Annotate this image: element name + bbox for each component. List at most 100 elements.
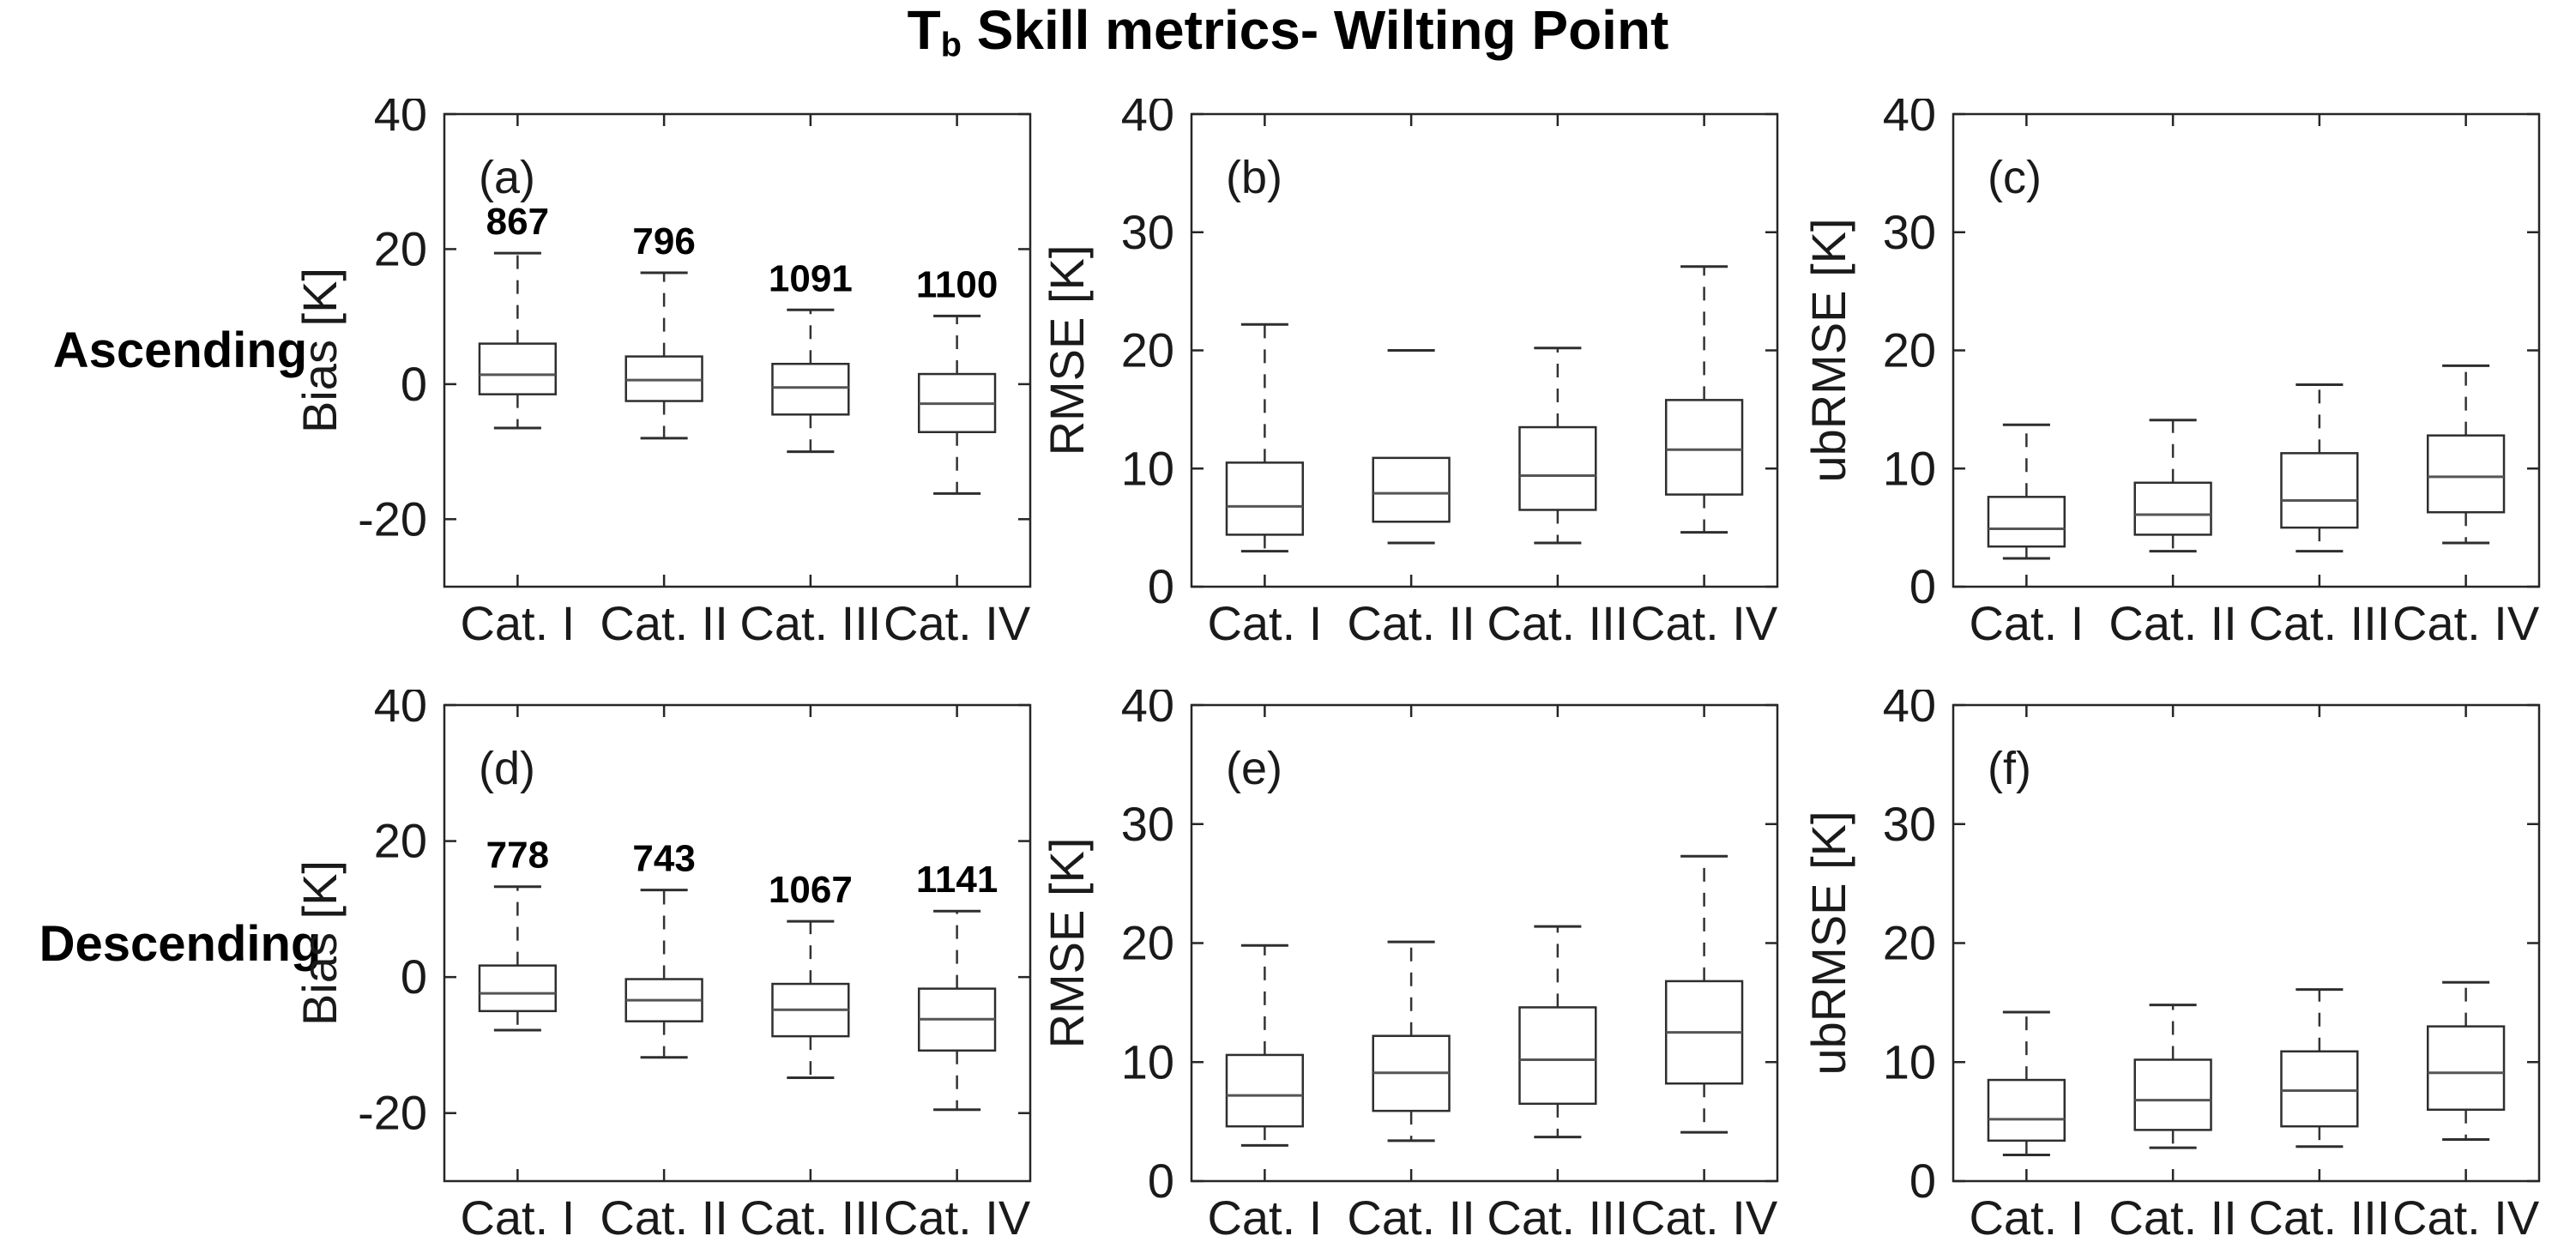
x-tick-label: Cat. III [1487, 596, 1628, 650]
panel-c: 0 10 20 30 40 Cat. I Cat. II Cat. III Cat. IV ubR… [1795, 87, 2555, 677]
y-tick-label: 30 [1121, 797, 1174, 851]
panel-a: -20 0 20 40 Cat. I Cat. II Cat. III Cat. IV Bias… [286, 87, 1046, 677]
iqr-box [1518, 1006, 1597, 1106]
panel-letter: (c) [1988, 152, 2042, 203]
x-tick-label: Cat. II [1347, 1191, 1475, 1242]
sample-count-label: 1100 [916, 263, 998, 305]
y-tick-label: -20 [358, 491, 427, 546]
y-tick-label: 40 [374, 99, 427, 141]
y-tick-label: 30 [1883, 797, 1936, 851]
x-tick-label: Cat. I [460, 1191, 575, 1242]
y-tick-label: 40 [374, 690, 427, 732]
boxplot-cat-ii [2133, 1004, 2212, 1149]
y-axis-label: Bias [K] [293, 860, 347, 1026]
boxplot-svg-f: 0 10 20 30 40 Cat. I Cat. II Cat. III Cat. IV ubR… [1801, 678, 2541, 1242]
panel-letter: (f) [1988, 743, 2031, 794]
x-tick-label: Cat. I [460, 596, 575, 650]
sample-count-label: 1067 [769, 869, 853, 911]
y-tick-label: 0 [401, 357, 427, 411]
iqr-box [1987, 496, 2066, 548]
y-tick-label: 0 [1909, 1154, 1936, 1208]
boxplot-cat-iv: 1100 [916, 263, 998, 495]
iqr-box [2426, 1025, 2506, 1111]
boxplot-cat-ii [1372, 349, 1451, 545]
sample-count-label: 867 [486, 201, 549, 243]
y-tick-label: 40 [1121, 99, 1174, 141]
sample-count-label: 796 [632, 220, 695, 262]
boxplot-cat-iv [1664, 854, 1744, 1134]
y-axis-label: ubRMSE [K] [1801, 811, 1855, 1075]
boxplot-cat-ii: 796 [624, 220, 703, 440]
boxplot-cat-i [1225, 323, 1305, 553]
boxplot-cat-iii [1518, 347, 1597, 545]
row-label-descending: Descending [39, 916, 322, 972]
sample-count-label: 1141 [916, 859, 998, 901]
y-tick-label: 10 [1883, 1034, 1936, 1088]
x-tick-label: Cat. I [1207, 1191, 1322, 1242]
iqr-box [1225, 461, 1305, 536]
boxplot-svg-b: 0 10 20 30 40 Cat. I Cat. II Cat. III Cat. IV RMS… [1040, 87, 1779, 650]
y-tick-label: 30 [1883, 205, 1936, 259]
y-tick-label: 40 [1883, 690, 1936, 732]
x-tick-label: Cat. II [1347, 596, 1475, 650]
sample-count-label: 1091 [769, 257, 853, 299]
boxplot-cat-iii [2280, 988, 2359, 1149]
panel-f: 0 10 20 30 40 Cat. I Cat. II Cat. III Cat. IV ubR… [1795, 678, 2555, 1242]
iqr-box [771, 362, 850, 416]
x-tick-label: Cat. III [739, 1191, 881, 1242]
boxplot-cat-i [1987, 1010, 2066, 1156]
x-tick-label: Cat. IV [1631, 1191, 1778, 1242]
x-tick-label: Cat. II [600, 1191, 727, 1242]
boxplot-svg-a: -20 0 20 40 Cat. I Cat. II Cat. III Cat. IV Bias… [293, 87, 1032, 650]
boxplot-cat-i [1225, 944, 1305, 1147]
y-tick-label: 20 [374, 814, 427, 868]
y-tick-label: -20 [358, 1086, 427, 1140]
boxplot-cat-i: 778 [478, 835, 558, 1032]
x-tick-label: Cat. II [2108, 596, 2236, 650]
x-tick-label: Cat. III [2248, 1191, 2390, 1242]
y-tick-label: 0 [1148, 559, 1174, 613]
title-subscript: b [940, 26, 962, 64]
axes-box [443, 112, 1032, 588]
iqr-box [2133, 481, 2212, 536]
iqr-box [2426, 434, 2506, 514]
boxplot-cat-iii [2280, 383, 2359, 553]
x-tick-label: Cat. III [739, 596, 881, 650]
panel-letter: (e) [1226, 743, 1282, 794]
y-tick-label: 20 [1883, 323, 1936, 377]
y-axis-label: RMSE [K] [1040, 245, 1094, 456]
y-tick-label: 40 [1883, 99, 1936, 141]
x-tick-label: Cat. IV [2392, 1191, 2540, 1242]
y-tick-label: 20 [374, 221, 427, 275]
boxplot-cat-iv [1664, 265, 1744, 534]
y-tick-label: 10 [1121, 1034, 1174, 1088]
boxplot-cat-ii [1372, 940, 1451, 1143]
y-tick-label: 30 [1121, 205, 1174, 259]
boxplot-cat-i [1987, 423, 2066, 560]
panel-letter: (d) [479, 743, 535, 794]
y-tick-label: 10 [1121, 441, 1174, 495]
panel-letter: (a) [479, 152, 535, 203]
title-rest: Skill metrics- Wilting Point [961, 0, 1669, 61]
panel-d: -20 0 20 40 Cat. I Cat. II Cat. III Cat. IV Bias… [286, 678, 1046, 1242]
panel-b: 0 10 20 30 40 Cat. I Cat. II Cat. III Cat. IV RMS… [1033, 87, 1793, 677]
iqr-box [1225, 1053, 1305, 1128]
boxplot-cat-iii: 1091 [769, 257, 853, 454]
title-prefix: T [907, 0, 941, 61]
y-tick-label: 20 [1121, 916, 1174, 970]
boxplot-cat-iii [1518, 925, 1597, 1139]
boxplot-svg-c: 0 10 20 30 40 Cat. I Cat. II Cat. III Cat. IV ubR… [1801, 87, 2541, 650]
iqr-box [1372, 456, 1451, 523]
x-tick-label: Cat. IV [884, 596, 1031, 650]
y-axis-label: RMSE [K] [1040, 838, 1094, 1049]
boxplot-cat-iv: 1141 [916, 859, 998, 1112]
panel-letter: (b) [1226, 152, 1282, 203]
iqr-box [1987, 1078, 2066, 1143]
y-tick-label: 20 [1121, 323, 1174, 377]
boxplot-cat-iv [2426, 364, 2506, 545]
x-tick-label: Cat. II [600, 596, 727, 650]
x-tick-label: Cat. IV [2392, 596, 2540, 650]
sample-count-label: 778 [486, 835, 549, 877]
iqr-box [2280, 452, 2359, 529]
